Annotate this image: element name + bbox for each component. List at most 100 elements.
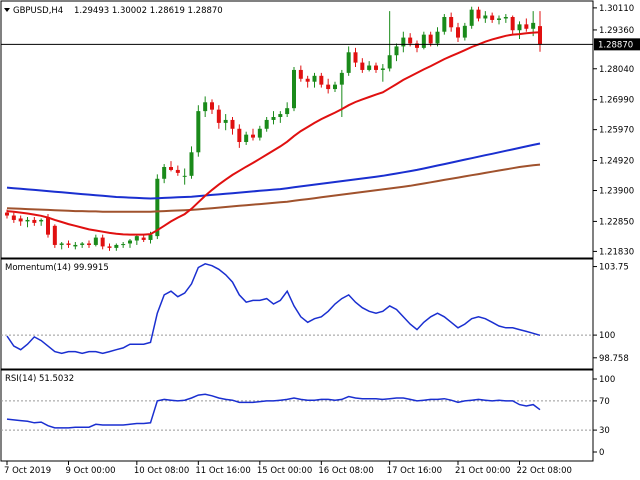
candle[interactable] [189,146,194,179]
candle[interactable] [155,174,160,240]
candle-body [387,55,392,69]
candle[interactable] [305,75,310,88]
time-tick-label: 21 Oct 00:00 [455,466,510,476]
candle[interactable] [524,18,529,32]
candle[interactable] [11,212,16,223]
candle[interactable] [353,47,358,67]
candle[interactable] [538,11,542,52]
ma100-line [6,142,541,200]
candle-body [210,102,214,110]
candle[interactable] [52,224,57,248]
candle[interactable] [449,12,454,32]
time-tick-label: 22 Oct 08:00 [517,466,572,476]
candle[interactable] [367,61,372,72]
candle[interactable] [442,14,447,35]
candle[interactable] [401,31,406,53]
candle[interactable] [510,15,515,35]
candle[interactable] [203,96,208,117]
candle[interactable] [93,234,98,247]
candle[interactable] [87,240,91,248]
candle[interactable] [121,242,126,248]
candle[interactable] [326,78,331,94]
candle[interactable] [39,218,44,226]
candle-body [333,84,337,90]
candle-body [517,24,522,31]
momentum-panel[interactable] [1,262,593,355]
candle[interactable] [128,239,132,248]
candle[interactable] [517,21,522,40]
candle-body [462,25,467,38]
candle[interactable] [387,11,392,72]
candle[interactable] [462,22,467,41]
main-panel[interactable] [1,6,593,251]
candle[interactable] [182,168,187,185]
candle[interactable] [18,215,23,226]
candle[interactable] [251,128,255,141]
candle[interactable] [32,217,37,226]
candle[interactable] [298,65,303,82]
candle-body [503,17,508,19]
candle[interactable] [483,11,488,23]
candle[interactable] [333,81,337,92]
candle[interactable] [169,161,173,172]
candle[interactable] [230,117,235,135]
candle-body [121,244,126,246]
candle-body [141,237,146,240]
rsi-panel[interactable] [1,393,593,431]
price-tick-label: 1.22850 [599,217,634,227]
candle-body [244,134,249,142]
momentum-tick-label: 103.75 [599,263,629,273]
candle[interactable] [134,234,139,245]
candle[interactable] [346,46,351,76]
candle[interactable] [175,165,180,176]
candle[interactable] [312,72,317,88]
candle[interactable] [285,102,290,117]
candle[interactable] [421,31,426,50]
candle[interactable] [476,6,481,22]
candle[interactable] [497,15,501,25]
time-tick-label: 10 Oct 08:00 [134,466,189,476]
candle[interactable] [271,111,276,125]
candle[interactable] [196,105,201,157]
candle[interactable] [292,67,296,112]
price-tick-label: 1.24920 [599,157,634,167]
candle[interactable] [141,234,146,242]
rsi-tick-label: 30 [599,426,610,436]
candle[interactable] [100,234,105,250]
candle-body [25,219,30,222]
candle[interactable] [114,243,119,251]
candle[interactable] [244,131,249,145]
candle[interactable] [360,58,365,73]
price-axis: 1.30110 1.29360 1.28040 1.26990 1.25970 1.249… [4,4,640,476]
candle[interactable] [394,43,399,62]
candle[interactable] [319,72,324,88]
candle[interactable] [469,6,474,29]
candle[interactable] [216,105,221,129]
candle[interactable] [107,243,112,251]
dropdown-triangle-icon[interactable] [4,8,10,12]
candle[interactable] [25,217,30,228]
candle[interactable] [374,62,378,73]
candle[interactable] [503,14,508,23]
candle[interactable] [73,242,78,250]
candle-body [326,84,331,90]
candle[interactable] [456,22,460,42]
candle[interactable] [257,125,262,141]
candle-body [408,37,413,44]
candle[interactable] [66,240,71,248]
candle[interactable] [278,111,283,123]
candle[interactable] [210,99,214,115]
candle[interactable] [490,12,495,23]
candle[interactable] [435,27,440,47]
candle[interactable] [415,40,419,53]
candle[interactable] [223,114,228,131]
candle[interactable] [162,164,167,184]
candle[interactable] [237,124,242,148]
candle-body [134,236,139,241]
candle[interactable] [59,242,64,250]
candle[interactable] [80,242,85,248]
candle[interactable] [264,117,269,132]
candle[interactable] [380,64,385,82]
momentum-tick-label: 98.758 [599,354,629,364]
